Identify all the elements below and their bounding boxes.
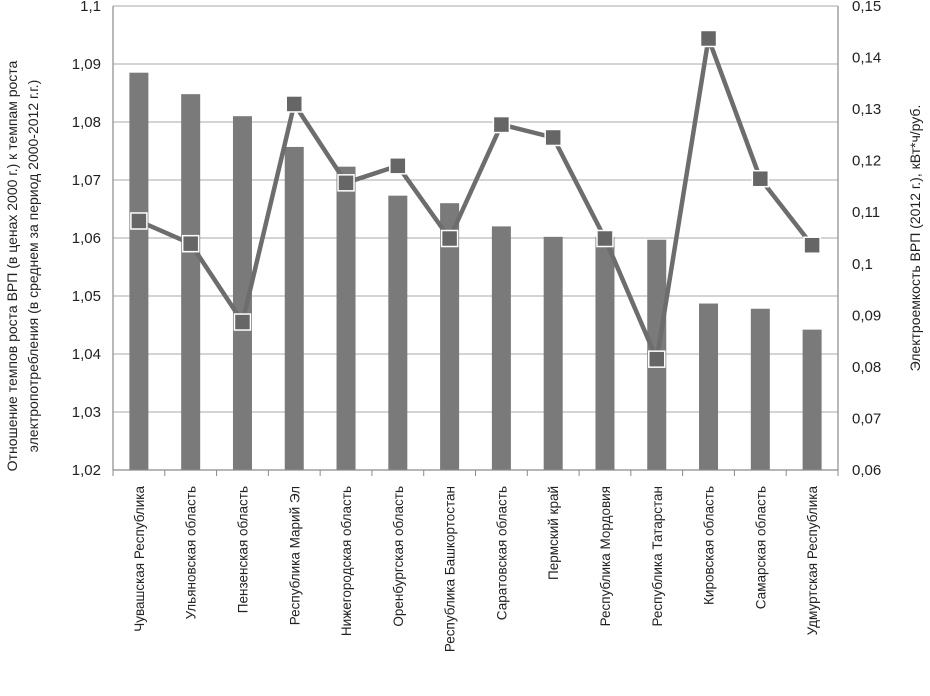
y-right-tick-label: 0,1: [852, 256, 873, 273]
x-category-label: Ульяновская область: [184, 486, 199, 619]
gridlines: [113, 5, 838, 471]
y-right-tick-label: 0,07: [852, 410, 881, 427]
bar: [336, 166, 356, 470]
line-marker: [337, 174, 355, 192]
x-category-label: Республика Мордовия: [598, 486, 613, 626]
y-left-tick-label: 1,02: [72, 462, 101, 479]
bar: [802, 329, 822, 470]
line-marker: [699, 29, 718, 48]
bar: [232, 116, 252, 470]
line-marker: [751, 169, 770, 188]
line-marker: [285, 95, 303, 113]
line-marker: [181, 234, 200, 253]
line-marker: [389, 157, 407, 175]
line-marker: [596, 229, 614, 248]
y-right-tick-label: 0,06: [852, 462, 881, 479]
y-left-tick-label: 1,03: [72, 404, 101, 421]
y-left-tick-label: 1,1: [80, 0, 101, 15]
y-right-tick-label: 0,12: [852, 153, 881, 170]
y-left-tick-label: 1,04: [72, 346, 101, 363]
bar: [388, 195, 408, 470]
x-category-label: Самарская область: [753, 486, 768, 609]
line-marker: [544, 128, 562, 147]
line-marker: [440, 229, 459, 248]
line-marker: [803, 236, 821, 254]
y-left-axis-title-line-2: электропотребления (в среднем за период …: [25, 80, 41, 452]
right-axis-ticks: 0,06 0,07 0,08 0,09 0,1 0,11 0,12 0,13 0,14 0,15: [852, 0, 881, 479]
y-right-tick-label: 0,15: [852, 0, 881, 15]
y-left-tick-label: 1,09: [72, 56, 101, 73]
y-right-tick-label: 0,11: [852, 204, 880, 221]
bar: [129, 72, 149, 470]
bar: [699, 303, 719, 470]
y-right-axis-title: Электроемкость ВРП (2012 г.), кВт*ч/руб.: [907, 105, 923, 372]
bar: [284, 146, 304, 470]
left-axis-ticks: 1,02 1,03 1,04 1,05 1,06 1,07 1,08 1,09 1,1: [72, 0, 101, 479]
y-left-tick-label: 1,06: [72, 230, 101, 247]
line-series-path: [137, 36, 814, 362]
y-left-tick-label: 1,08: [72, 114, 101, 131]
x-category-label: Республика Башкортостан: [443, 486, 458, 652]
x-category-label: Оренбургская область: [391, 486, 406, 627]
category-labels: Чувашская Республика Ульяновская область П…: [132, 486, 820, 653]
x-category-label: Республика Татарстан: [650, 486, 665, 627]
y-left-axis-title-line-1: Отношение темпов роста ВРП (в ценах 2000…: [4, 60, 20, 471]
line-series: [130, 29, 821, 368]
y-right-tick-label: 0,13: [852, 101, 881, 118]
x-category-label: Пермский край: [546, 486, 561, 580]
bar: [181, 94, 201, 470]
y-right-tick-label: 0,09: [852, 307, 881, 324]
bar: [543, 236, 563, 470]
bar: [595, 236, 615, 470]
bar: [491, 226, 511, 470]
bar: [750, 308, 770, 470]
bar-series: [129, 72, 822, 470]
line-marker: [492, 115, 511, 134]
bar: [440, 203, 460, 470]
y-right-tick-label: 0,08: [852, 359, 881, 376]
y-left-tick-label: 1,07: [72, 172, 101, 189]
x-category-label: Республика Марий Эл: [287, 486, 302, 625]
y-left-tick-label: 1,05: [72, 288, 101, 305]
x-category-label: Пензенская область: [236, 486, 251, 613]
y-right-tick-label: 0,14: [852, 50, 881, 67]
line-marker: [130, 212, 148, 230]
x-category-label: Саратовская область: [494, 486, 509, 620]
line-marker: [233, 313, 252, 331]
x-category-label: Нижегородская область: [339, 486, 354, 636]
x-category-label: Чувашская Республика: [132, 486, 147, 632]
x-category-label: Кировская область: [702, 486, 717, 605]
axes: [112, 6, 839, 476]
x-category-label: Удмуртская Республика: [805, 486, 820, 636]
line-marker: [648, 350, 666, 368]
